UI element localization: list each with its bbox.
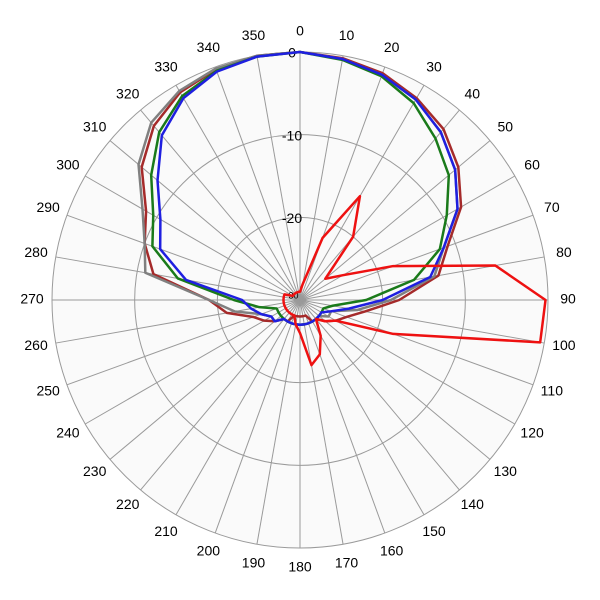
spoke — [66, 214, 301, 301]
spoke — [299, 299, 386, 534]
pattern-line — [282, 194, 547, 367]
angle-label: 100 — [552, 337, 576, 353]
angle-label: 20 — [384, 39, 400, 55]
angle-label: 200 — [197, 543, 221, 559]
spoke — [175, 299, 301, 516]
angle-label: 90 — [560, 291, 576, 307]
spoke — [299, 55, 344, 301]
angle-label: 140 — [461, 496, 485, 512]
spoke — [299, 299, 545, 344]
angle-label: 220 — [116, 496, 140, 512]
angle-label: 310 — [83, 118, 107, 134]
spoke — [299, 84, 425, 301]
spoke — [140, 109, 301, 301]
angle-label: 280 — [24, 244, 48, 260]
angle-label: 110 — [541, 382, 564, 398]
spoke — [299, 109, 460, 301]
spoke — [256, 55, 301, 301]
angle-label: 50 — [498, 118, 514, 134]
angle-label: 340 — [197, 39, 221, 55]
spoke — [299, 66, 386, 301]
angle-label: 320 — [116, 85, 140, 101]
angle-label: 0 — [296, 23, 304, 39]
spoke — [299, 299, 460, 491]
angle-label: 210 — [154, 523, 178, 539]
angle-label: 10 — [339, 27, 355, 43]
angle-label: 190 — [242, 555, 266, 571]
angle-label: 330 — [154, 59, 178, 75]
pattern-line — [140, 50, 463, 323]
spoke — [299, 299, 491, 460]
ring — [134, 134, 466, 466]
spoke — [109, 299, 301, 460]
angle-label: 230 — [83, 463, 107, 479]
angle-label: 170 — [335, 555, 359, 571]
radial-label: -10 — [282, 127, 302, 143]
spoke — [214, 299, 301, 534]
angle-label: 60 — [524, 157, 540, 173]
angle-label: 300 — [56, 157, 80, 173]
angle-label: 180 — [288, 559, 312, 575]
spoke — [84, 175, 301, 301]
spoke — [214, 66, 301, 301]
angle-label: 40 — [464, 85, 480, 101]
angle-label: 30 — [426, 59, 442, 75]
angle-label: 80 — [556, 244, 572, 260]
angle-label: 250 — [36, 382, 60, 398]
spoke — [299, 299, 344, 545]
spoke — [140, 299, 301, 491]
spoke — [299, 214, 534, 301]
angle-label: 240 — [56, 425, 80, 441]
angle-label: 130 — [494, 463, 518, 479]
angle-label: 150 — [422, 523, 446, 539]
pattern-line — [156, 50, 459, 327]
angle-label: 270 — [20, 291, 44, 307]
spoke — [175, 84, 301, 301]
angle-label: 350 — [242, 27, 266, 43]
spoke — [299, 256, 545, 301]
angle-label: 290 — [36, 199, 60, 215]
angle-label: 70 — [544, 199, 560, 215]
angle-label: 160 — [380, 543, 404, 559]
angle-label: 260 — [24, 337, 48, 353]
radial-label: -20 — [282, 210, 302, 226]
angle-label: 120 — [520, 425, 544, 441]
spoke — [256, 299, 301, 545]
spoke — [299, 299, 534, 386]
spoke — [299, 175, 516, 301]
